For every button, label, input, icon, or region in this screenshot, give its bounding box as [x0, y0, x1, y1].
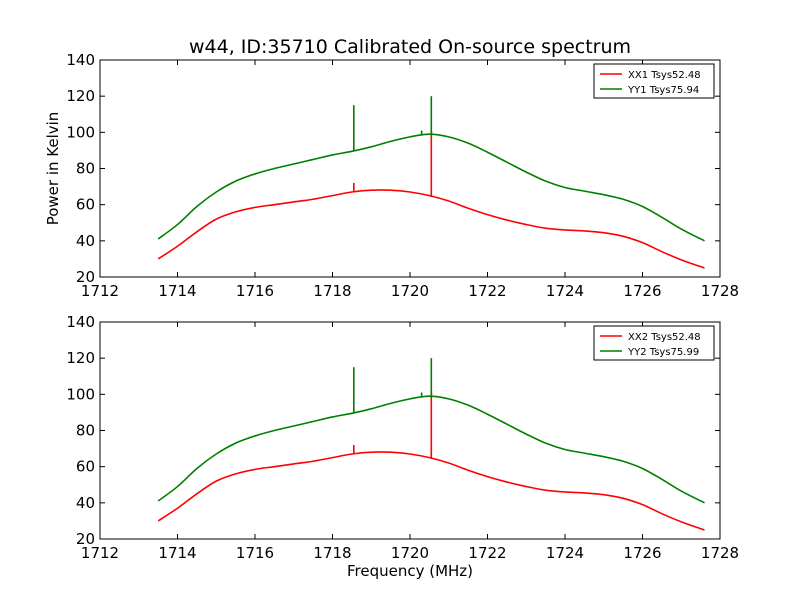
- y-tick-label: 40: [76, 494, 95, 512]
- legend-box: [593, 325, 715, 361]
- subplot-2: 1712 1714 1716 1718 1720 1722 1724 1726 1728 20 40…: [66, 313, 739, 580]
- x-tick-label: 1720: [391, 282, 429, 300]
- x-tick-label: 1714: [158, 544, 196, 562]
- y-tick-label: 20: [76, 268, 95, 286]
- x-tick-label: 1728: [701, 544, 739, 562]
- x-tick-label: 1718: [313, 544, 351, 562]
- series-line-1-2: [157, 133, 705, 242]
- x-tick-label: 1724: [546, 544, 584, 562]
- x-tick-label: 1728: [701, 282, 739, 300]
- x-tick-label: 1716: [236, 544, 274, 562]
- series-line-1-1: [157, 189, 705, 269]
- legend-2: XX2 Tsys52.48 YY2 Tsys75.99: [593, 325, 715, 361]
- legend-entry: XX2 Tsys52.48: [628, 332, 701, 343]
- subplot-1: 1712 1714 1716 1718 1720 1722 1724 1726 1728 20 40…: [44, 51, 739, 300]
- y-tick-label: 120: [66, 87, 95, 105]
- x-tick-label: 1712: [81, 282, 119, 300]
- y-tick-label: 100: [66, 385, 95, 403]
- x-tick-label: 1726: [623, 544, 661, 562]
- x-tick-label: 1718: [313, 282, 351, 300]
- x-tick-label: 1726: [623, 282, 661, 300]
- y-tick-label: 140: [66, 51, 95, 69]
- y-tick-label: 60: [76, 458, 95, 476]
- x-tick-label: 1716: [236, 282, 274, 300]
- series-line-2-1: [157, 451, 705, 531]
- y-tick-label: 20: [76, 530, 95, 548]
- y-tick-label: 40: [76, 232, 95, 250]
- x-tick-label: 1720: [391, 544, 429, 562]
- y-tick-label: 80: [76, 422, 95, 440]
- y-axis-label: Power in Kelvin: [44, 112, 62, 226]
- x-tick-label: 1712: [81, 544, 119, 562]
- legend-box: [593, 63, 715, 99]
- legend-1: XX1 Tsys52.48 YY1 Tsys75.94: [593, 63, 715, 99]
- series-line-2-2: [157, 395, 705, 504]
- x-tick-label: 1722: [468, 544, 506, 562]
- x-tick-label: 1714: [158, 282, 196, 300]
- y-tick-label: 100: [66, 123, 95, 141]
- x-axis-label: Frequency (MHz): [347, 562, 473, 580]
- legend-entry: YY2 Tsys75.99: [627, 347, 699, 358]
- y-tick-label: 80: [76, 160, 95, 178]
- legend-entry: YY1 Tsys75.94: [627, 85, 699, 96]
- y-tick-label: 120: [66, 349, 95, 367]
- x-tick-label: 1722: [468, 282, 506, 300]
- y-tick-label: 60: [76, 196, 95, 214]
- x-tick-label: 1724: [546, 282, 584, 300]
- figure-title: w44, ID:35710 Calibrated On-source spect…: [189, 36, 631, 58]
- legend-entry: XX1 Tsys52.48: [628, 70, 701, 81]
- y-tick-label: 140: [66, 313, 95, 331]
